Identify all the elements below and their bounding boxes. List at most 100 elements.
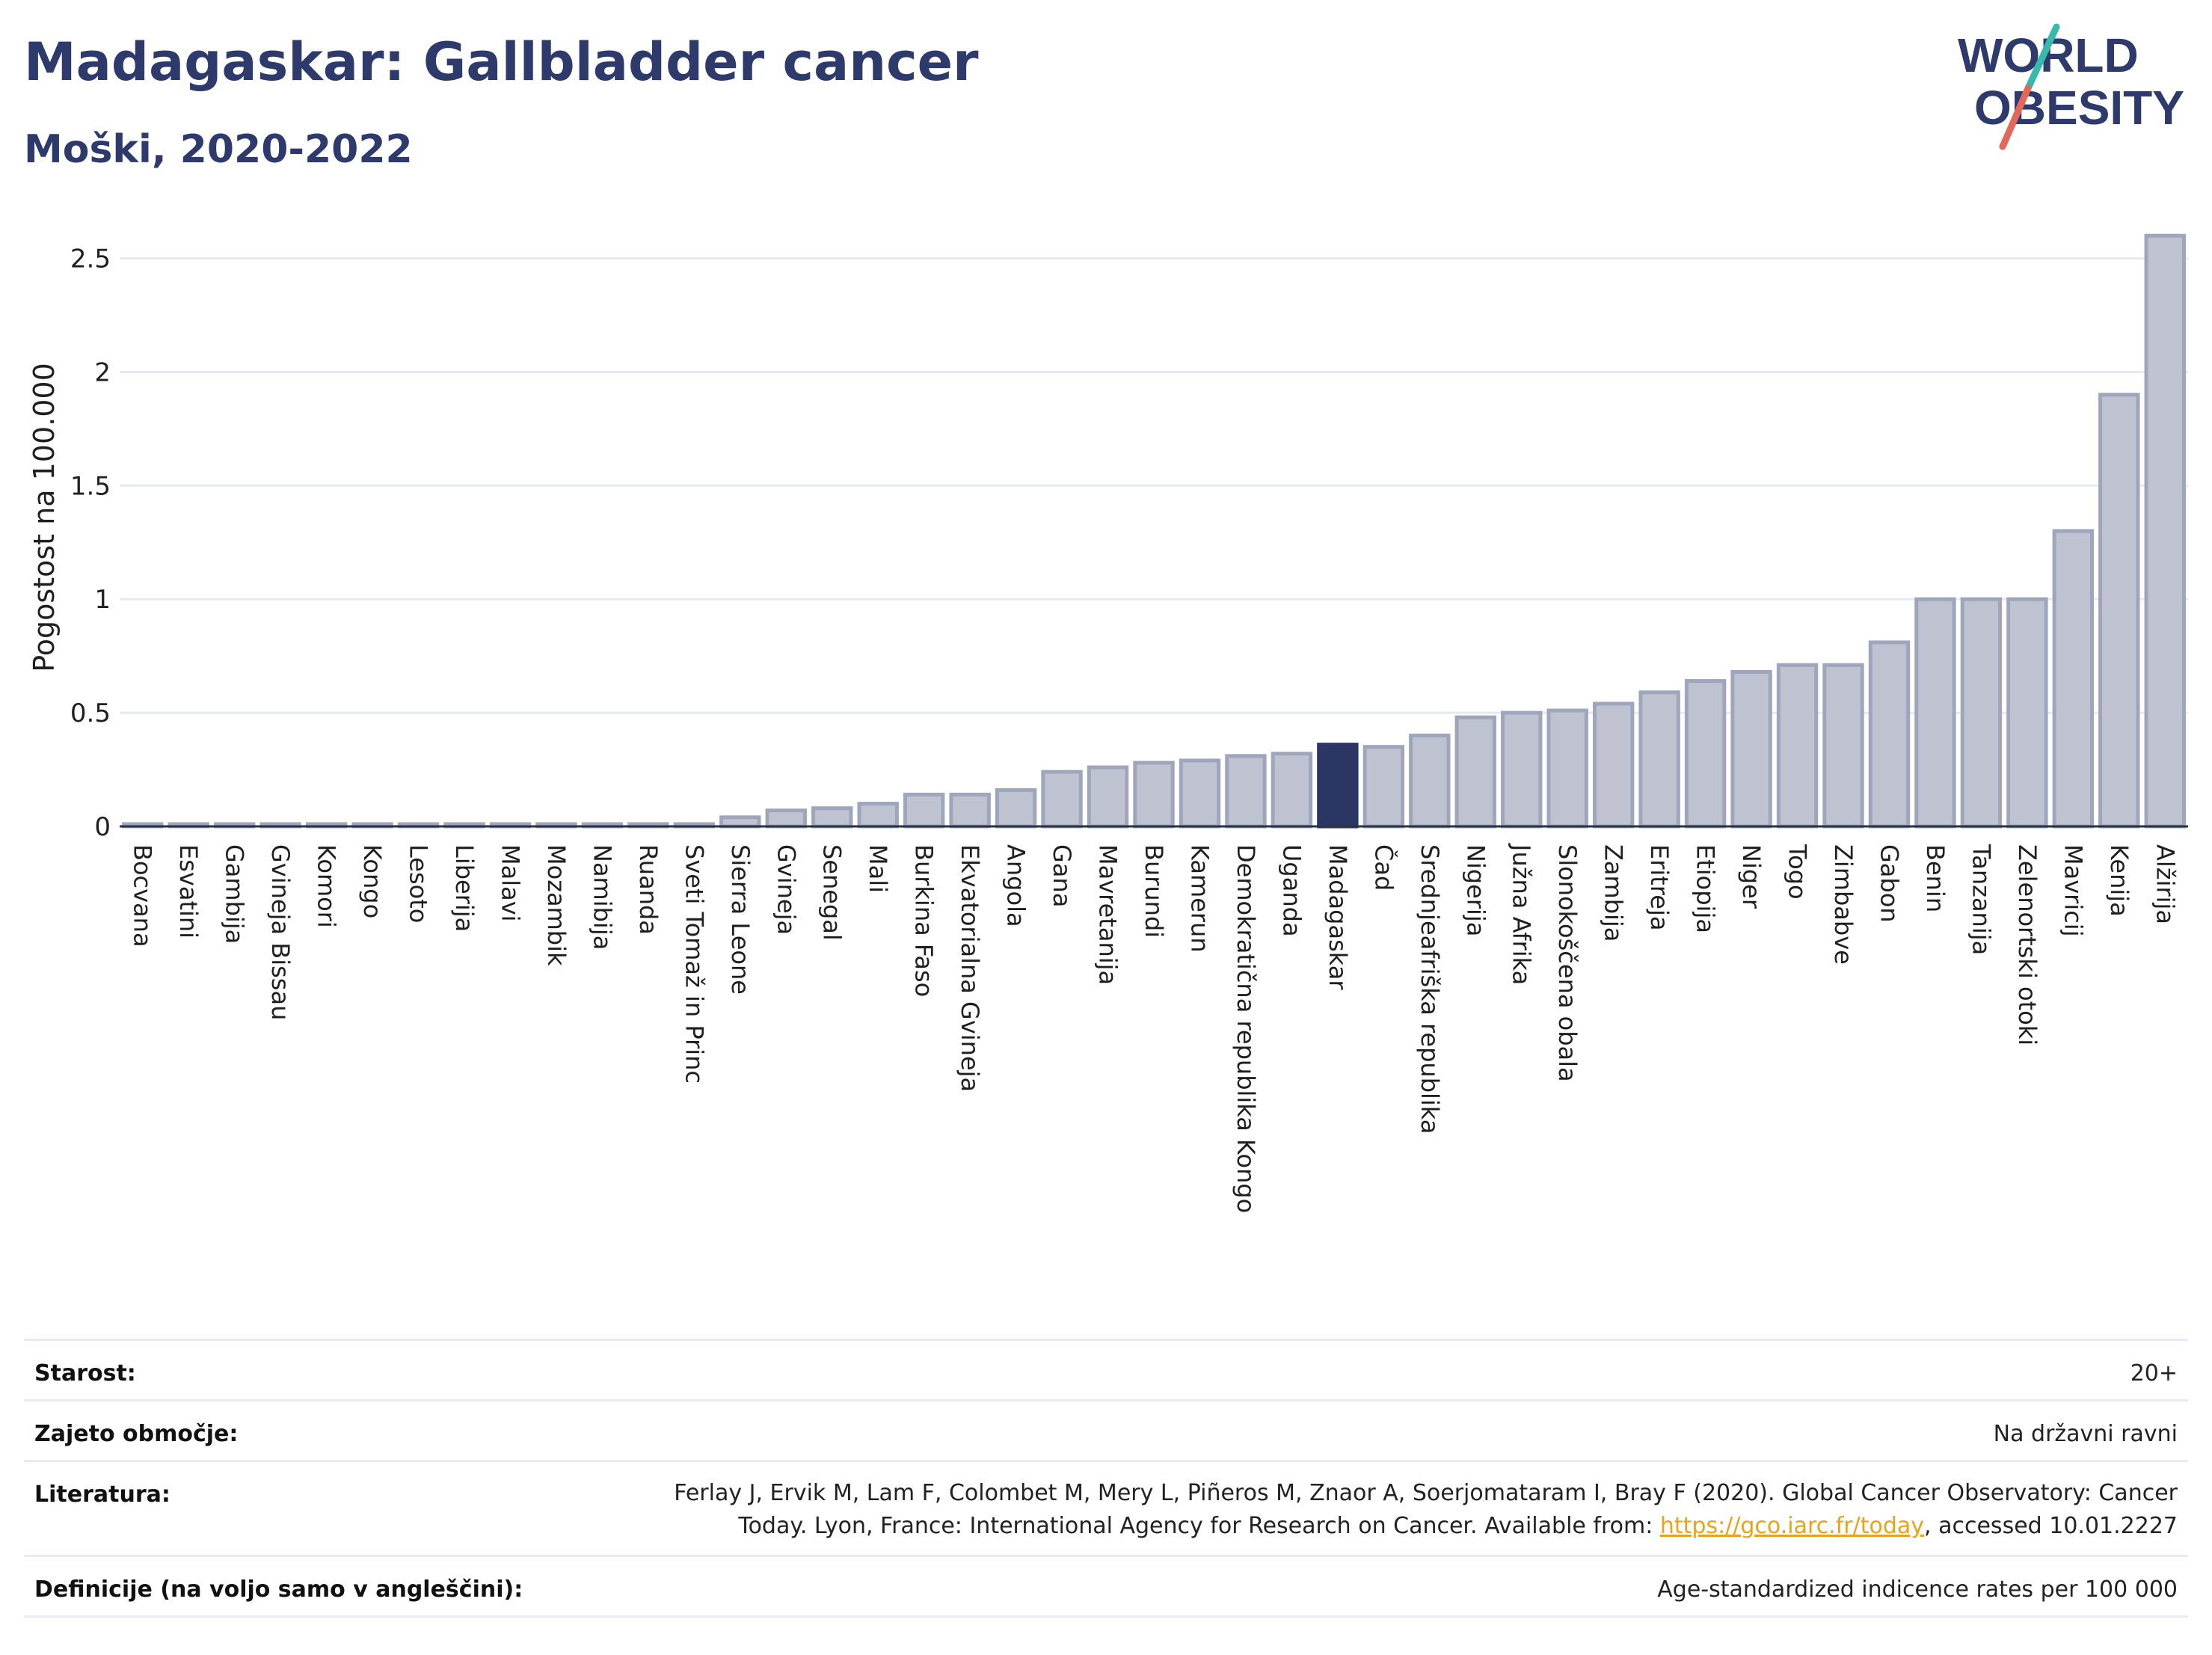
x-tick-label: Južna Afrika [1508, 843, 1536, 985]
x-tick-label: Tanzanija [1967, 844, 1995, 955]
bar[interactable] [1225, 754, 1267, 829]
x-tick-label: Mali [864, 844, 892, 893]
x-tick-label: Lesoto [405, 844, 433, 923]
bar[interactable] [2098, 393, 2140, 829]
bar[interactable] [811, 806, 853, 829]
x-tick-label: Ruanda [634, 844, 663, 935]
x-tick-label: Gabon [1875, 844, 1903, 923]
x-tick-label: Kongo [358, 844, 387, 918]
x-tick-label: Zimbabve [1829, 844, 1858, 965]
bar[interactable] [1409, 733, 1451, 829]
reference-line2-post: , accessed 10.01.2227 [1924, 1513, 2178, 1539]
x-tick-label: Alžirija [2151, 844, 2179, 924]
bar[interactable] [2006, 597, 2048, 829]
bar[interactable] [1822, 663, 1864, 829]
x-tick-label: Uganda [1277, 844, 1306, 937]
x-tick-label: Gambija [221, 844, 249, 944]
bar[interactable] [903, 792, 945, 829]
logo-slash-teal [2024, 23, 2060, 92]
x-tick-label: Slonokoščena obala [1553, 844, 1582, 1082]
x-tick-label: Liberija [450, 844, 479, 932]
bar[interactable] [1868, 640, 1911, 829]
x-tick-label: Burundi [1140, 844, 1168, 938]
bar[interactable] [1684, 679, 1727, 829]
x-tick-label: Gvineja Bissau [266, 844, 295, 1020]
y-tick-label: 1.5 [70, 471, 111, 501]
reference-label: Literatura: [34, 1481, 170, 1508]
bar[interactable] [1179, 758, 1221, 829]
bar[interactable] [765, 808, 807, 829]
bar[interactable] [1133, 761, 1175, 829]
x-tick-label: Gvineja [772, 844, 800, 935]
reference-value: Ferlay J, Ervik M, Lam F, Colombet M, Me… [607, 1477, 2178, 1543]
info-row-age: Starost: 20+ [24, 1339, 2188, 1399]
x-tick-label: Zambija [1600, 844, 1628, 942]
reference-line1: Ferlay J, Ervik M, Lam F, Colombet M, Me… [674, 1480, 2178, 1506]
x-tick-label: Kenija [2105, 844, 2133, 917]
reference-line2-pre: Today. Lyon, France: International Agenc… [738, 1513, 1660, 1539]
bar[interactable] [1087, 765, 1129, 829]
x-tick-label: Demokratična republika Kongo [1232, 844, 1260, 1213]
bar[interactable] [1546, 708, 1588, 829]
x-tick-label: Madagaskar [1324, 844, 1352, 990]
bar[interactable] [857, 802, 899, 829]
x-tick-label: Angola [1002, 844, 1030, 927]
age-label: Starost: [34, 1360, 136, 1387]
x-tick-label: Etiopija [1692, 844, 1720, 933]
definitions-value: Age-standardized indicence rates per 100… [1657, 1576, 2178, 1603]
bar[interactable] [1638, 690, 1680, 829]
bar[interactable] [949, 792, 991, 829]
bar[interactable] [2052, 529, 2095, 829]
bar[interactable] [1592, 701, 1635, 829]
x-tick-label: Zelenortski otoki [2013, 844, 2042, 1045]
bar[interactable] [1914, 597, 1956, 829]
bar[interactable] [1960, 597, 2003, 829]
x-tick-label: Nigerija [1461, 844, 1490, 936]
x-tick-label: Senegal [818, 844, 847, 941]
x-tick-label: Burkina Faso [910, 844, 938, 997]
info-row-coverage: Zajeto območje: Na državni ravni [24, 1399, 2188, 1460]
definitions-label: Definicije (na voljo samo v angleščini): [34, 1576, 523, 1603]
x-tick-label: Čad [1369, 844, 1398, 891]
coverage-value: Na državni ravni [1993, 1421, 2178, 1447]
x-tick-label: Mozambik [542, 844, 571, 966]
chart-subtitle: Moški, 2020-2022 [24, 127, 413, 172]
x-tick-label: Esvatini [174, 844, 203, 939]
bar-highlight[interactable] [1317, 743, 1359, 829]
y-axis-label: Pogostost na 100.000 [28, 363, 61, 672]
x-tick-label: Komori [313, 844, 341, 928]
x-tick-label: Niger [1737, 844, 1766, 909]
x-tick-label: Sierra Leone [726, 844, 755, 995]
world-obesity-logo: WORLD OBESITY [1958, 23, 2184, 150]
x-tick-label: Mavricij [2059, 844, 2087, 937]
x-tick-label: Sveti Tomaž in Princ [680, 844, 708, 1084]
reference-link[interactable]: https://gco.iarc.fr/today [1659, 1513, 1925, 1539]
bar[interactable] [1454, 715, 1496, 829]
bar[interactable] [1501, 710, 1543, 829]
info-row-reference: Literatura: Ferlay J, Ervik M, Lam F, Co… [24, 1460, 2188, 1555]
x-tick-label: Srednjeafriška republika [1416, 844, 1444, 1134]
y-tick-label: 1 [94, 585, 111, 615]
age-value: 20+ [2130, 1360, 2178, 1387]
x-tick-label: Eritreja [1645, 844, 1674, 930]
y-tick-label: 2 [94, 357, 111, 387]
bar[interactable] [995, 787, 1037, 829]
bar-chart: 0 0.5 1 1.5 2 2.5 Bocvana Esvatini Gambija Gvinej… [28, 233, 2188, 1213]
bar[interactable] [1041, 770, 1083, 829]
bar[interactable] [1730, 669, 1772, 829]
bar[interactable] [1776, 663, 1819, 829]
x-tick-label: Togo [1784, 844, 1812, 900]
bar[interactable] [1271, 752, 1313, 829]
reference-line2: Today. Lyon, France: International Agenc… [607, 1510, 2178, 1543]
logo-slash-coral [1999, 85, 2032, 150]
bars [122, 233, 2186, 829]
x-tick-label: Ekvatorialna Gvineja [956, 844, 984, 1092]
bar[interactable] [719, 815, 761, 829]
x-tick-label: Kamerun [1185, 844, 1214, 953]
y-tick-label: 2.5 [70, 245, 111, 274]
bar[interactable] [2144, 233, 2186, 829]
x-tick-label: Gana [1048, 844, 1076, 907]
x-tick-label: Malavi [496, 844, 524, 922]
x-tick-label: Bocvana [129, 844, 157, 948]
bar[interactable] [1362, 745, 1405, 829]
